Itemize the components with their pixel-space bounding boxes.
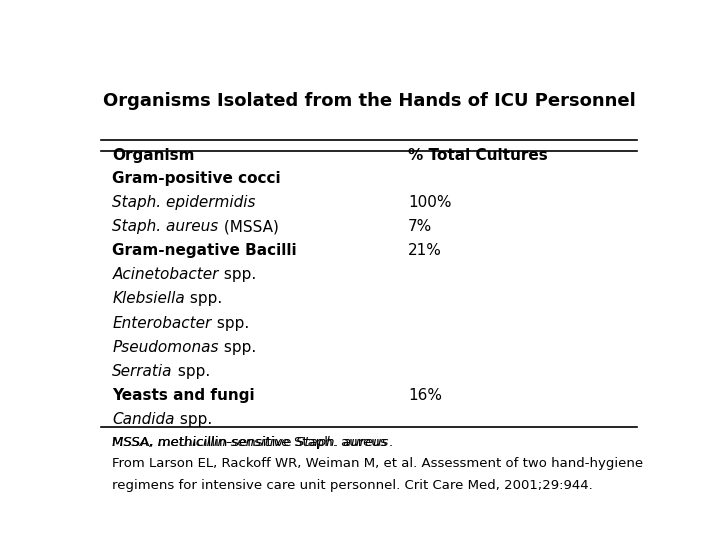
Text: (MSSA): (MSSA)	[219, 219, 279, 234]
Text: Staph. aureus: Staph. aureus	[294, 436, 387, 449]
Text: Klebsiella: Klebsiella	[112, 292, 185, 306]
Text: % Total Cultures: % Total Cultures	[408, 148, 548, 163]
Text: 7%: 7%	[408, 219, 432, 234]
Text: .: .	[389, 436, 392, 449]
Text: spp.: spp.	[212, 315, 249, 330]
Text: Staph. aureus: Staph. aureus	[296, 436, 389, 449]
Text: Pseudomonas: Pseudomonas	[112, 340, 219, 355]
Text: Staph. epidermidis: Staph. epidermidis	[112, 195, 256, 210]
Text: Candida: Candida	[112, 412, 175, 427]
Text: MSSA, methicillin-sensitive: MSSA, methicillin-sensitive	[112, 436, 296, 449]
Text: Serratia: Serratia	[112, 364, 173, 379]
Text: From Larson EL, Rackoff WR, Weiman M, et al. Assessment of two hand-hygiene: From Larson EL, Rackoff WR, Weiman M, et…	[112, 457, 644, 470]
Text: MSSA, methicillin-sensitive: MSSA, methicillin-sensitive	[112, 436, 294, 449]
Text: 100%: 100%	[408, 195, 451, 210]
Text: spp.: spp.	[175, 412, 212, 427]
Text: Yeasts and fungi: Yeasts and fungi	[112, 388, 255, 403]
Text: spp.: spp.	[219, 340, 256, 355]
Text: regimens for intensive care unit personnel. Crit Care Med, 2001;29:944.: regimens for intensive care unit personn…	[112, 479, 593, 492]
Text: spp.: spp.	[185, 292, 222, 306]
Text: Organism: Organism	[112, 148, 195, 163]
Text: Organisms Isolated from the Hands of ICU Personnel: Organisms Isolated from the Hands of ICU…	[103, 92, 635, 110]
Text: Staph. aureus: Staph. aureus	[112, 219, 219, 234]
Text: Gram-positive cocci: Gram-positive cocci	[112, 171, 281, 186]
Text: 21%: 21%	[408, 243, 442, 258]
Text: Acinetobacter: Acinetobacter	[112, 267, 219, 282]
Text: spp.: spp.	[219, 267, 256, 282]
Text: spp.: spp.	[173, 364, 210, 379]
Text: Enterobacter: Enterobacter	[112, 315, 212, 330]
Text: Gram-negative Bacilli: Gram-negative Bacilli	[112, 243, 297, 258]
Text: 16%: 16%	[408, 388, 442, 403]
